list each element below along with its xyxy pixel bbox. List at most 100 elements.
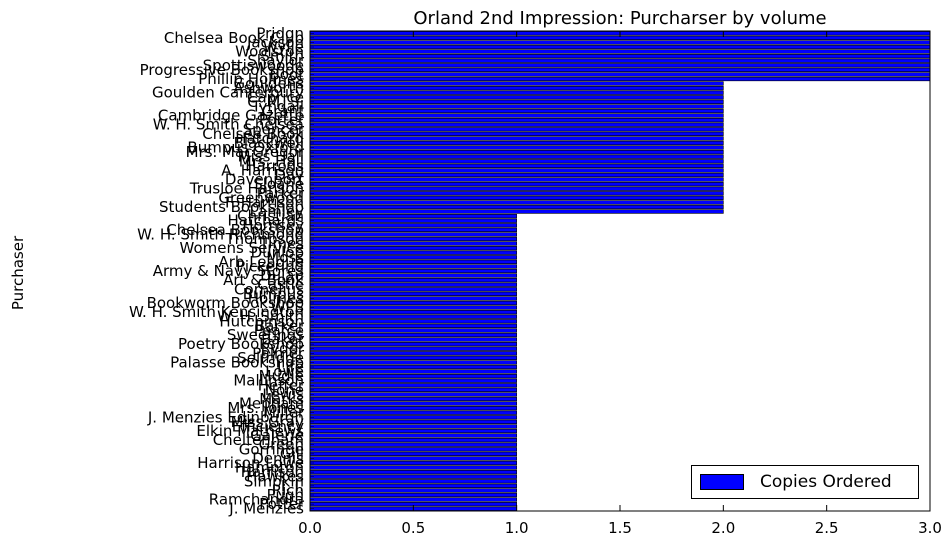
y-tick-label: WPS xyxy=(271,299,304,317)
y-tick-label: Gorringe xyxy=(239,440,304,458)
bar xyxy=(309,387,517,392)
bar xyxy=(309,191,724,196)
y-tick-label: Phillip Holmes xyxy=(198,70,304,88)
bar xyxy=(309,305,517,310)
bar xyxy=(309,406,517,411)
y-tick-label: Elkin Mathews xyxy=(196,422,304,440)
y-tick-label: Art & Book xyxy=(223,271,304,289)
y-tick-label: Hawkes xyxy=(246,468,304,486)
bar xyxy=(309,300,517,306)
y-tick-label: Selfridge xyxy=(237,349,304,367)
y-tick-label: Mrs. Hall xyxy=(239,152,304,170)
y-tick-label: Goulden Canterbury xyxy=(152,84,304,102)
y-tick-label: Ashworth xyxy=(233,79,304,97)
legend-label: Copies Ordered xyxy=(760,472,892,492)
bar xyxy=(309,278,517,283)
bar xyxy=(309,355,517,360)
y-tick-label: Castle xyxy=(257,276,304,294)
bar xyxy=(309,383,517,388)
y-tick-label: Army & Navy Stores xyxy=(153,262,304,280)
y-tick-label: Students Bookshop xyxy=(159,198,304,216)
y-tick-label: W. H. Smith Chelsea xyxy=(153,116,304,134)
bar xyxy=(309,282,517,287)
bar xyxy=(309,323,517,328)
y-tick-label: Pridgn xyxy=(256,24,304,42)
y-tick-label: Simpkin xyxy=(244,472,304,490)
y-tick-label: Hatchards xyxy=(227,212,304,230)
bar xyxy=(309,177,724,182)
bar xyxy=(309,214,517,219)
y-tick-label: Moss xyxy=(266,248,304,266)
y-tick-label: C. M. S. xyxy=(247,93,304,111)
y-tick-label: Caprice xyxy=(247,88,304,106)
bar xyxy=(309,346,517,351)
bar xyxy=(309,90,724,95)
y-tick-label: Barker xyxy=(255,317,305,335)
bar xyxy=(309,195,724,200)
y-tick-label: Palasse Bookshop xyxy=(170,353,304,371)
bar xyxy=(309,108,724,114)
bar xyxy=(309,310,517,315)
bar xyxy=(309,236,517,242)
bar xyxy=(309,204,724,210)
y-tick-label: Dulau xyxy=(260,267,304,285)
y-tick-label: Shaylor xyxy=(247,52,304,70)
bar xyxy=(309,319,517,324)
y-tick-label: Miss Hall xyxy=(238,148,304,166)
y-tick-label: Green xyxy=(259,436,304,454)
bar xyxy=(309,104,724,109)
y-tick-label: Wylie xyxy=(263,38,304,56)
legend: Copies Ordered xyxy=(691,465,919,499)
bar xyxy=(309,433,517,438)
bar xyxy=(309,86,724,91)
bar xyxy=(309,127,724,132)
y-tick-label: Bumpus Oxford xyxy=(187,139,304,157)
y-tick-label: Times xyxy=(258,235,304,253)
bar xyxy=(309,99,724,104)
legend-swatch xyxy=(700,474,744,490)
y-tick-label: J. Menzies Edinburgh xyxy=(147,408,304,426)
bar xyxy=(309,296,517,301)
bar xyxy=(309,159,724,164)
y-tick-label: Hatchard xyxy=(235,129,304,147)
bar xyxy=(309,113,724,118)
y-tick-label: Jackson xyxy=(246,33,304,51)
y-tick-label: W. H. Smith Kensington xyxy=(129,303,304,321)
y-tick-label: J. Menzies xyxy=(228,500,304,518)
bars-group xyxy=(309,31,931,511)
bar xyxy=(309,172,724,178)
y-tick-label: Chelsea Book xyxy=(202,125,304,143)
y-tick-label: Hornsey xyxy=(242,216,304,234)
y-tick-label: A. Harrison xyxy=(221,161,304,179)
bar xyxy=(309,364,517,370)
bar xyxy=(309,259,517,264)
bar xyxy=(309,374,517,379)
y-tick-label: Life xyxy=(277,358,304,376)
y-tick-label: Lewis xyxy=(262,385,304,403)
bar xyxy=(309,81,724,86)
bar xyxy=(309,95,724,100)
bar xyxy=(309,497,517,502)
bar xyxy=(309,474,517,479)
y-tick-label: Mrs. Jones xyxy=(227,399,304,417)
y-tick-label: F. Harrison xyxy=(225,193,304,211)
y-tick-label: Cheltenham xyxy=(213,431,304,449)
bar xyxy=(309,447,517,452)
bar xyxy=(309,131,724,136)
bar xyxy=(309,246,517,251)
bar xyxy=(309,428,517,434)
y-tick-label: Hutchinson xyxy=(219,312,304,330)
x-tick-label: 2.5 xyxy=(815,519,839,537)
y-tick-label: Heffer xyxy=(258,376,305,394)
bar xyxy=(309,360,517,365)
y-tick-label: Galerie xyxy=(250,427,304,445)
y-tick-label: Lamley xyxy=(250,203,305,221)
y-tick-label: Cambridge Gazette xyxy=(158,107,304,125)
y-tick-label: Progressive Bookshop xyxy=(140,61,304,79)
y-tick-label: Palmer xyxy=(252,344,305,362)
y-tick-label: Ryder xyxy=(261,340,305,358)
bar xyxy=(309,342,517,347)
bar xyxy=(309,232,517,237)
x-tick-labels: 0.0 0.5 1.0 1.5 2.0 2.5 3.0 xyxy=(298,31,942,537)
